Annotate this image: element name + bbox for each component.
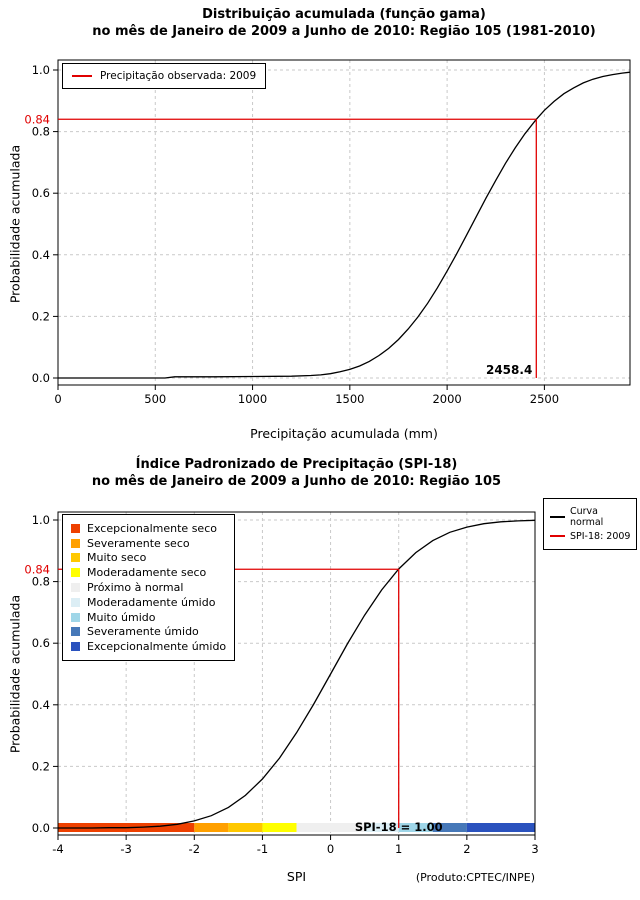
chart2-subtitle: no mês de Janeiro de 2009 a Junho de 201…: [91, 474, 502, 489]
spi-category-item: Muito seco: [71, 551, 226, 566]
x-tick-label: 1: [395, 842, 402, 856]
chart2-curves-legend: Curva normal SPI-18: 2009: [543, 498, 638, 551]
x-tick-label: 1000: [238, 392, 267, 406]
x-tick-label: 2500: [530, 392, 559, 406]
normal-curve-legend-item: Curva normal: [550, 506, 630, 529]
spi-categories-legend: Excepcionalmente seco Severamente seco M…: [62, 514, 236, 662]
y-tick-label: 0.4: [32, 248, 50, 262]
highlight-x-label: 2458.4: [486, 363, 532, 377]
chart1-legend-label: Precipitação observada: 2009: [100, 70, 257, 82]
normal-curve-line-sample: [550, 516, 565, 519]
product-credit: (Produto:CPTEC/INPE): [415, 871, 535, 884]
spi-category-swatch: [71, 538, 80, 548]
plot-box: [57, 511, 536, 836]
x-tick-label: -3: [120, 842, 131, 856]
x-tick-label: 1500: [335, 392, 364, 406]
cdf-curve: [58, 71, 631, 379]
spi-category-swatch: [71, 627, 80, 637]
spi-category-swatch: [71, 553, 80, 563]
spi-bar-segment: [262, 823, 297, 832]
x-tick-label: -1: [257, 842, 268, 856]
spi-category-label: Próximo à normal: [87, 581, 184, 595]
cdf-curve: [58, 519, 536, 829]
spi-line-legend-item: SPI-18: 2009: [550, 531, 630, 542]
chart1-title: Distribuição acumulada (função gama): [202, 7, 486, 22]
normal-curve-legend-label-line1: Curva: [570, 506, 599, 517]
y-tick-label: 0.8: [32, 575, 50, 589]
chart2-x-axis-label: SPI: [286, 869, 307, 884]
spi-bar-label: SPI-18 = 1.00: [355, 820, 443, 834]
chart1-y-axis-label: Probabilidade acumulada: [7, 144, 23, 304]
y-tick-label: 1.0: [32, 63, 50, 77]
spi-category-label: Excepcionalmente seco: [87, 521, 217, 535]
spi-category-item: Moderadamente seco: [71, 565, 226, 580]
chart1-x-axis-label: Precipitação acumulada (mm): [250, 426, 438, 441]
x-tick-label: -4: [52, 842, 63, 856]
spi-category-label: Moderadamente úmido: [87, 595, 216, 609]
spi-category-swatch: [71, 612, 80, 622]
spi-category-item: Severamente seco: [71, 536, 226, 551]
spi-category-item: Próximo à normal: [71, 580, 226, 595]
spi-category-label: Severamente úmido: [87, 625, 199, 639]
spi-category-item: Excepcionalmente seco: [71, 521, 226, 536]
y-tick-label: 0.0: [32, 371, 50, 385]
spi-bar-segment: [228, 823, 263, 832]
y-tick-label: 0.2: [32, 759, 50, 773]
spi-category-swatch: [71, 642, 80, 652]
gamma-cdf-chart: 0 500 1000 1500 2000 2500 0.0 0.2 0.4 0.6 0.8 1.0 0.…: [7, 7, 631, 441]
x-tick-label: 500: [144, 392, 166, 406]
spi-category-swatch: [71, 568, 80, 578]
highlight-y-label: 0.84: [24, 112, 50, 126]
y-tick-label: 0.6: [32, 636, 50, 650]
x-tick-label: 3: [531, 842, 538, 856]
spi-bar-segment: [398, 823, 433, 832]
spi-cdf-chart: -4 -3 -2 -1 0 1 2 3 0.0 0.2 0.4 0.6 0.8 1.0 0.84 SPI-18…: [0, 450, 640, 900]
y-tick-label: 0.0: [32, 821, 50, 835]
spi-category-item: Severamente úmido: [71, 625, 226, 640]
spi-category-item: Moderadamente úmido: [71, 595, 226, 610]
y-tick-label: 0.2: [32, 309, 50, 323]
normal-curve-legend-label-line2: normal: [570, 517, 604, 529]
x-tick-label: -2: [189, 842, 200, 856]
spi-bar-segment: [296, 823, 365, 832]
spi-category-item: Excepcionalmente úmido: [71, 639, 226, 654]
highlight-y-label: 0.84: [24, 562, 50, 576]
chart2-canvas: -4 -3 -2 -1 0 1 2 3 0.0 0.2 0.4 0.6 0.8 1.0 0.84 SPI-18…: [24, 511, 539, 856]
spi-line-sample: [550, 535, 565, 538]
spi-category-label: Severamente seco: [87, 536, 190, 550]
spi-line-legend-label: SPI-18: 2009: [570, 530, 631, 542]
spi-category-label: Moderadamente seco: [87, 566, 207, 580]
spi-bar-segment: [466, 823, 535, 832]
y-tick-label: 0.4: [32, 698, 50, 712]
spi-category-swatch: [71, 597, 80, 607]
spi-category-label: Muito úmido: [87, 610, 156, 624]
spi-category-swatch: [71, 583, 80, 593]
spi-category-swatch: [71, 523, 80, 533]
chart2-y-axis-label: Probabilidade acumulada: [7, 594, 23, 754]
chart2-title: Índice Padronizado de Precipitação (SPI-…: [135, 457, 458, 472]
spi-category-item: Muito úmido: [71, 610, 226, 625]
spi-bar-segment: [432, 823, 467, 832]
observed-precip-line-sample: [72, 75, 92, 77]
x-tick-label: 0: [54, 392, 61, 406]
x-tick-label: 0: [327, 842, 334, 856]
spi-bar-segment: [194, 823, 229, 832]
y-tick-label: 1.0: [32, 513, 50, 527]
chart1-legend: Precipitação observada: 2009: [62, 63, 267, 89]
x-tick-label: 2000: [432, 392, 461, 406]
plot-box: [57, 59, 631, 386]
spi-bar-segment: [364, 823, 399, 832]
chart1-subtitle: no mês de Janeiro de 2009 a Junho de 201…: [92, 24, 596, 39]
spi-category-label: Excepcionalmente úmido: [87, 640, 227, 654]
y-tick-label: 0.8: [32, 125, 50, 139]
chart1-canvas: 0 500 1000 1500 2000 2500 0.0 0.2 0.4 0.6 0.8 1.0 0.…: [24, 59, 631, 406]
x-tick-label: 2: [463, 842, 470, 856]
y-tick-label: 0.6: [32, 186, 50, 200]
spi-category-label: Muito seco: [87, 551, 147, 565]
